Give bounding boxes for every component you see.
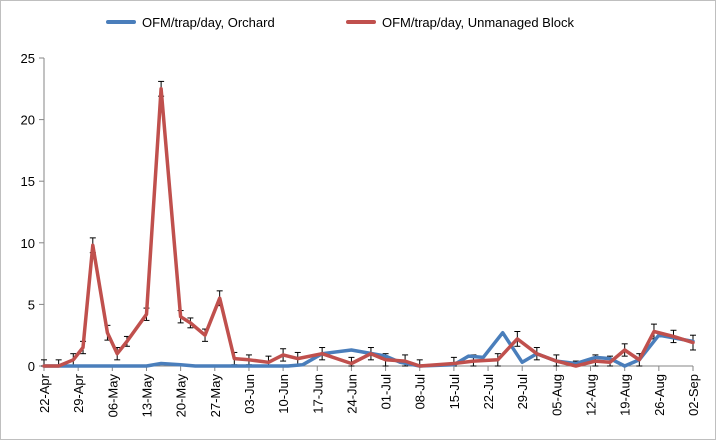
series-line-orchard xyxy=(42,330,695,368)
x-tick-label: 22-Jul xyxy=(481,374,496,410)
y-tick-label: 5 xyxy=(28,297,35,312)
x-tick-label: 15-Jul xyxy=(447,374,462,410)
x-tick-label: 20-May xyxy=(174,374,189,418)
series-line-unmanaged-block xyxy=(42,87,695,368)
x-tick-label: 03-Jun xyxy=(242,374,257,414)
x-tick-label: 05-Aug xyxy=(549,374,564,416)
y-tick-label: 25 xyxy=(21,51,35,66)
x-tick-label: 26-Aug xyxy=(652,374,667,416)
x-tick-label: 22-Apr xyxy=(37,373,52,413)
legend: OFM/trap/day, Orchard OFM/trap/day, Unma… xyxy=(106,15,574,30)
x-tick-label: 12-Aug xyxy=(584,374,599,416)
y-tick-label: 15 xyxy=(21,174,35,189)
axes: 0 5 10 15 20 25 22-Apr 29-Apr 06-May 13-May 20-May… xyxy=(21,51,701,417)
series-lines xyxy=(42,87,695,368)
x-tick-label: 24-Jun xyxy=(344,374,359,414)
x-tick-label: 17-Jun xyxy=(310,374,325,414)
x-tick-label: 02-Sep xyxy=(686,374,701,416)
y-tick-label: 10 xyxy=(21,236,35,251)
y-tick-label: 0 xyxy=(28,359,35,374)
x-tick-label: 01-Jul xyxy=(379,374,394,410)
x-tick-label: 06-May xyxy=(105,374,120,418)
x-tick-label: 29-Apr xyxy=(71,373,86,413)
x-tick-label: 08-Jul xyxy=(413,374,428,410)
y-tick-label: 20 xyxy=(21,113,35,128)
x-tick-label: 27-May xyxy=(208,374,223,418)
legend-label-orchard: OFM/trap/day, Orchard xyxy=(142,15,275,30)
x-tick-label: 19-Aug xyxy=(618,374,633,416)
legend-label-unmanaged: OFM/trap/day, Unmanaged Block xyxy=(382,15,574,30)
x-tick-label: 29-Jul xyxy=(515,374,530,410)
x-tick-label: 13-May xyxy=(139,374,154,418)
x-tick-label: 10-Jun xyxy=(276,374,291,414)
